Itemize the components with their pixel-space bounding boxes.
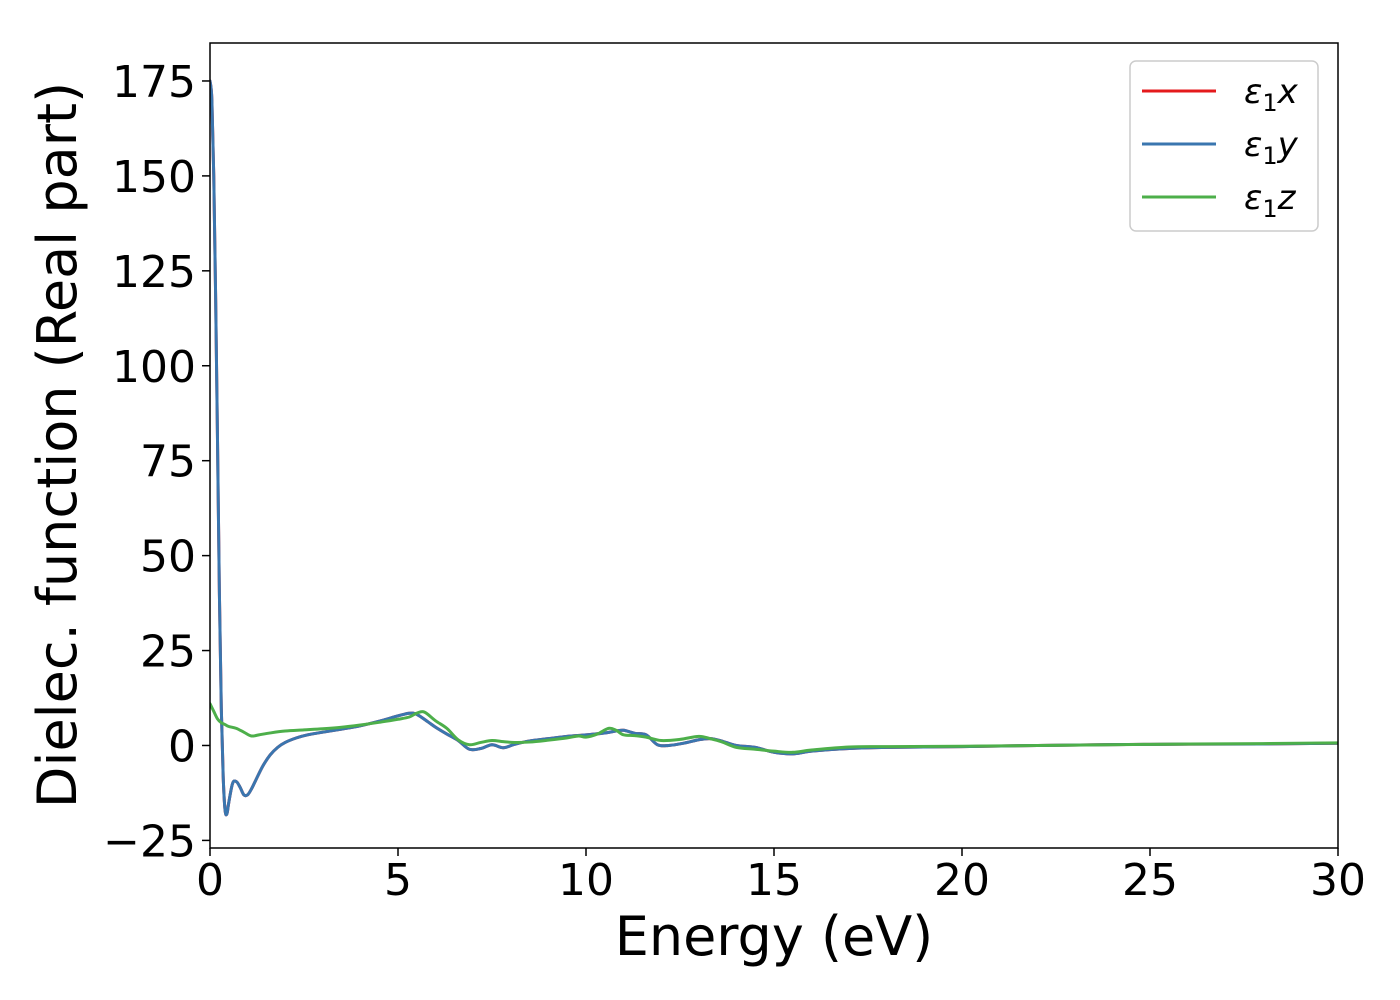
legend-item-y: ε1y	[1142, 125, 1299, 170]
x-tick-label: 0	[196, 855, 224, 906]
x-axis-ticks: 0 5 10 15 20 25 30	[196, 848, 1366, 906]
series-layer	[210, 79, 1338, 817]
y-tick-label: 100	[112, 342, 196, 393]
legend-box	[1129, 60, 1319, 232]
x-tick-label: 5	[384, 855, 412, 906]
x-axis-label: Energy (eV)	[615, 905, 934, 968]
legend-label: ε1x	[1244, 72, 1299, 117]
y-tick-label: 150	[112, 152, 196, 203]
legend-label: ε1y	[1244, 125, 1299, 170]
x-tick-label: 25	[1122, 855, 1178, 906]
series-line-z	[210, 702, 1338, 754]
y-tick-label: −25	[103, 816, 196, 867]
y-tick-label: 0	[168, 721, 196, 772]
series-line-y	[210, 79, 1338, 817]
y-tick-label: 25	[140, 627, 196, 678]
legend-item-x: ε1x	[1142, 72, 1299, 117]
y-tick-label: 50	[140, 532, 196, 583]
x-tick-label: 15	[746, 855, 802, 906]
x-tick-label: 10	[558, 855, 614, 906]
legend: ε1x ε1y ε1z	[1129, 60, 1319, 232]
legend-label: ε1z	[1244, 178, 1297, 223]
y-tick-label: 175	[112, 57, 196, 108]
y-axis-label: Dielec. function (Real part)	[26, 82, 89, 808]
y-tick-label: 75	[140, 437, 196, 488]
y-tick-label: 125	[112, 247, 196, 298]
x-tick-label: 30	[1310, 855, 1366, 906]
x-tick-label: 20	[934, 855, 990, 906]
legend-item-z: ε1z	[1142, 178, 1297, 223]
y-axis-ticks: −25 0 25 50 75 100 125 150 175	[103, 57, 210, 867]
